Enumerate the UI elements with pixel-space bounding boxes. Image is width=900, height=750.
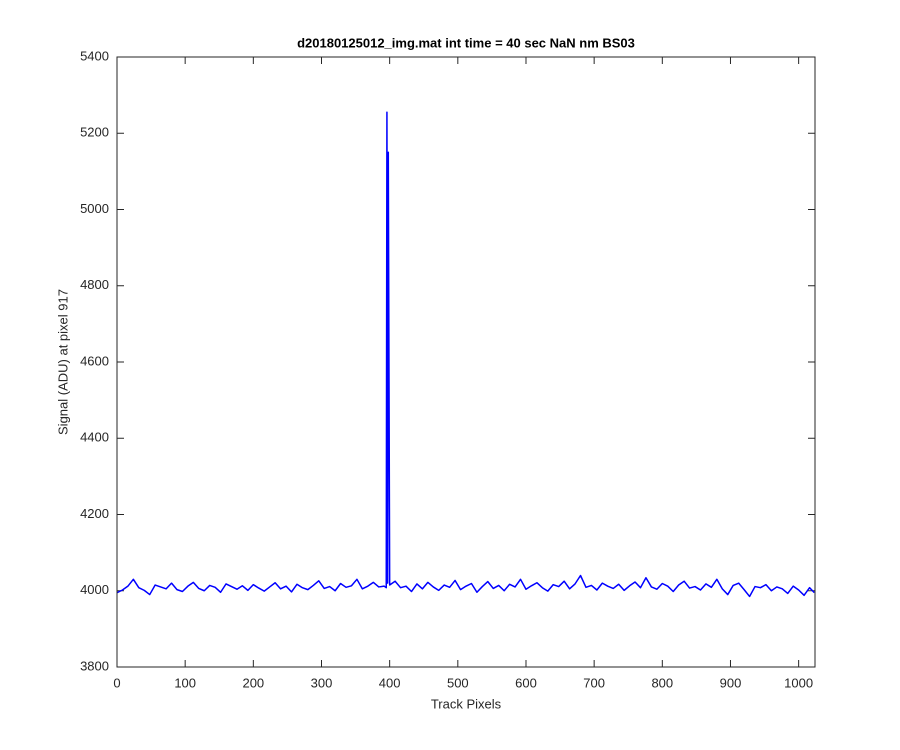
y-tick-label: 4400 [80, 430, 109, 445]
x-axis-label: Track Pixels [431, 696, 502, 711]
x-tick-label: 500 [447, 675, 469, 690]
x-tick-label: 300 [311, 675, 333, 690]
y-tick-label: 3800 [80, 658, 109, 673]
x-tick-label: 400 [379, 675, 401, 690]
y-tick-label: 4000 [80, 582, 109, 597]
y-tick-label: 5200 [80, 125, 109, 140]
x-tick-label: 100 [174, 675, 196, 690]
x-tick-label: 800 [651, 675, 673, 690]
y-axis-label: Signal (ADU) at pixel 917 [55, 289, 70, 435]
plot-frame [116, 56, 816, 668]
y-tick-label: 4800 [80, 277, 109, 292]
x-tick-label: 900 [720, 675, 742, 690]
x-tick-label: 200 [242, 675, 264, 690]
y-tick-label: 4600 [80, 353, 109, 368]
x-tick-label: 0 [113, 675, 120, 690]
data-line [116, 111, 815, 598]
x-tick-label: 1000 [784, 675, 813, 690]
y-tick-label: 4200 [80, 506, 109, 521]
y-tick-label: 5400 [80, 48, 109, 63]
x-tick-label: 600 [515, 675, 537, 690]
chart-title: d20180125012_img.mat int time = 40 sec N… [297, 35, 635, 50]
y-tick-label: 5000 [80, 201, 109, 216]
x-tick-label: 700 [583, 675, 605, 690]
